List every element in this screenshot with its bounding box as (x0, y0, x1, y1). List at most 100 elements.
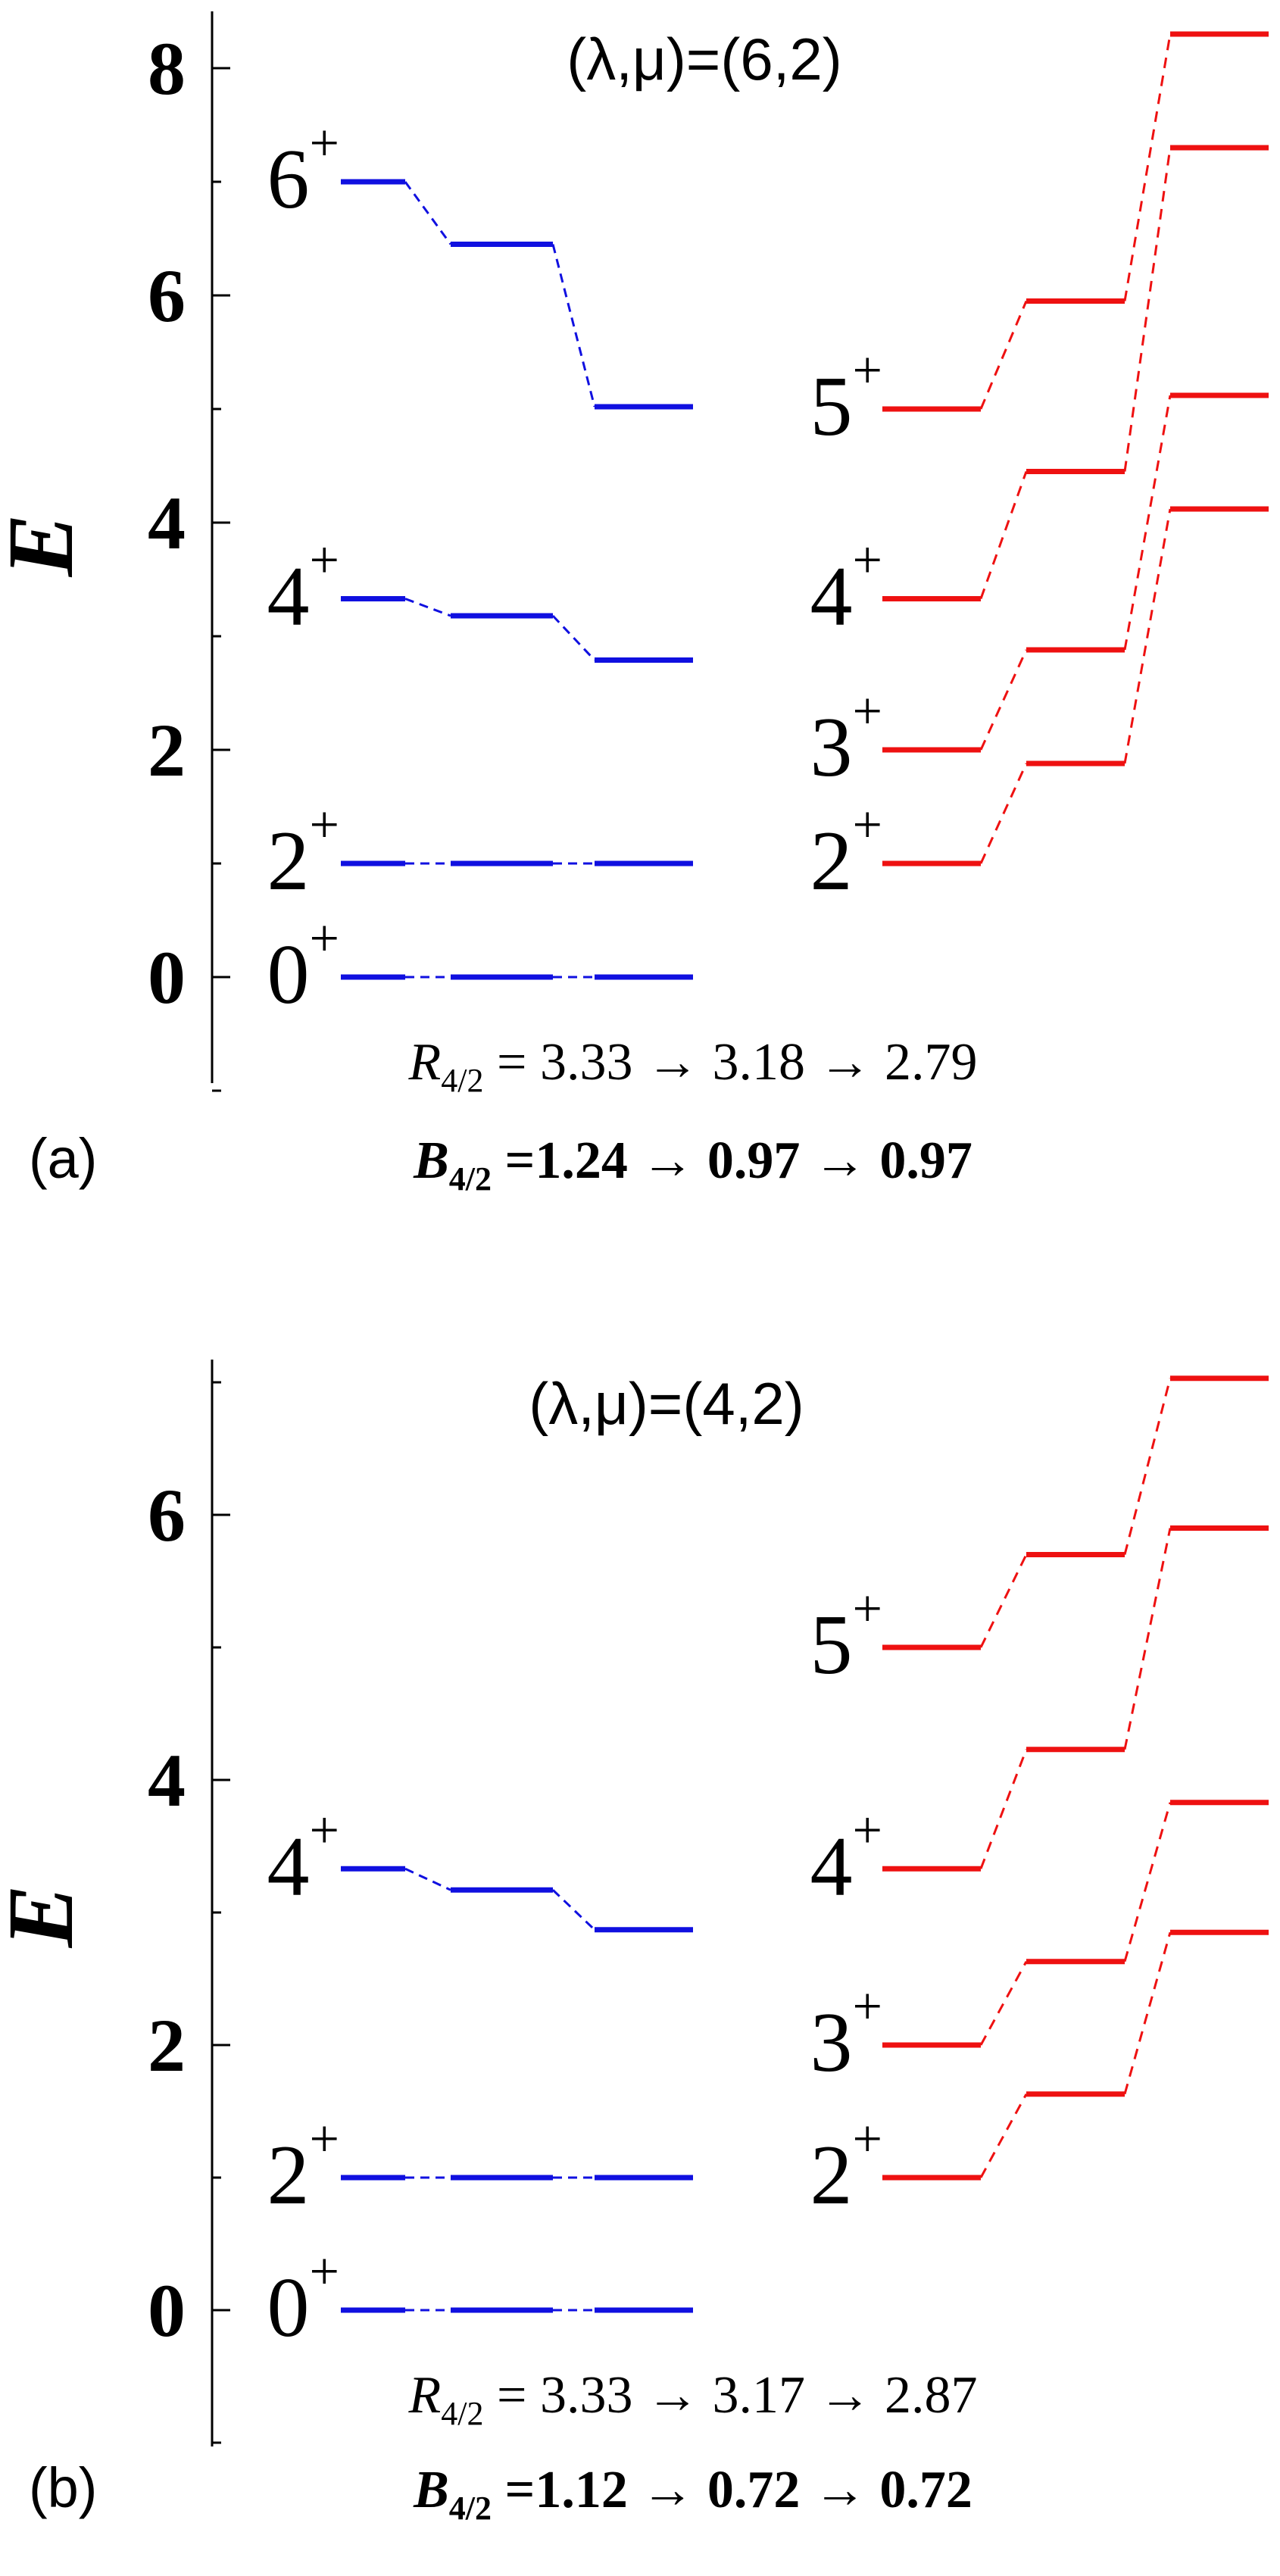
spin-value: 2 (267, 814, 310, 908)
gamma-band-connector (979, 2094, 1028, 2178)
r42-values: = 3.33 → 3.17 → 2.87 (484, 2366, 978, 2425)
parity-sign: + (853, 342, 882, 400)
ground-band-connector (404, 181, 452, 245)
y-tick-label: 8 (148, 27, 186, 111)
ground-band-spin-label: 4+ (267, 532, 339, 644)
ground-band-connector (551, 1889, 596, 1931)
parity-sign: + (310, 532, 339, 590)
parity-sign: + (853, 2110, 882, 2169)
r42-subscript: 4/2 (441, 1062, 483, 1099)
ground-band-spin-label: 0+ (267, 2243, 339, 2355)
y-tick-label: 6 (148, 254, 186, 338)
spin-value: 3 (810, 701, 853, 795)
spin-value: 5 (810, 360, 853, 454)
gamma-band-connector (1123, 1931, 1172, 2095)
y-tick-label: 2 (148, 708, 186, 792)
gamma-band-spin-label: 4+ (810, 532, 882, 644)
gamma-band-connector (1123, 1378, 1172, 1555)
spin-value: 0 (267, 2261, 310, 2355)
r42-annotation: R4/2 = 3.33 → 3.18 → 2.79 (408, 1033, 978, 1099)
parity-sign: + (853, 532, 882, 590)
y-tick-label: 2 (148, 2003, 186, 2087)
gamma-band-connector (1123, 395, 1172, 651)
ground-band-spin-label: 4+ (267, 1801, 339, 1913)
parity-sign: + (310, 2243, 339, 2301)
y-tick-label: 0 (148, 935, 186, 1019)
r42-subscript: 4/2 (441, 2395, 483, 2432)
gamma-band-connector (1123, 508, 1172, 764)
ground-band-connector (551, 614, 596, 661)
parity-sign: + (310, 796, 339, 854)
gamma-band-spin-label: 4+ (810, 1801, 882, 1913)
spin-value: 6 (267, 133, 310, 226)
b42-subscript: 4/2 (449, 2490, 492, 2527)
gamma-band-connector (979, 470, 1028, 600)
spin-value: 2 (810, 814, 853, 908)
b42-symbol: B (413, 2461, 449, 2519)
spin-value: 3 (810, 1996, 853, 2090)
ground-band-spin-label: 6+ (267, 114, 339, 226)
ground-band-spin-label: 2+ (267, 796, 339, 908)
r42-annotation: R4/2 = 3.33 → 3.17 → 2.87 (408, 2366, 978, 2432)
parity-sign: + (853, 1580, 882, 1638)
panel-label: (b) (29, 2456, 97, 2519)
parity-sign: + (310, 1801, 339, 1859)
spin-value: 4 (810, 550, 853, 644)
parity-sign: + (310, 114, 339, 173)
parity-sign: + (310, 2110, 339, 2169)
r42-symbol: R (408, 1033, 442, 1091)
gamma-band-spin-label: 2+ (810, 2110, 882, 2222)
spin-value: 2 (267, 2128, 310, 2222)
parity-sign: + (310, 910, 339, 968)
parity-sign: + (853, 682, 882, 741)
b42-symbol: B (413, 1132, 449, 1190)
gamma-band-spin-label: 2+ (810, 796, 882, 908)
ground-band-spin-label: 0+ (267, 910, 339, 1022)
panel-label: (a) (29, 1127, 97, 1190)
y-axis-label: E (0, 514, 92, 578)
ground-band-connector (404, 598, 451, 617)
ground-band-spin-label: 2+ (267, 2110, 339, 2222)
gamma-band-connector (979, 763, 1028, 864)
y-tick-label: 6 (148, 1473, 186, 1557)
b42-values: =1.12 → 0.72 → 0.72 (492, 2461, 972, 2519)
gamma-band-connector (979, 1749, 1028, 1869)
r42-symbol: R (408, 2366, 442, 2425)
gamma-band-connector (979, 300, 1028, 410)
gamma-band-connector (1123, 1528, 1172, 1750)
gamma-band-spin-label: 3+ (810, 1978, 882, 2090)
chart-title: (λ,μ)=(4,2) (529, 1370, 804, 1437)
gamma-band-connector (979, 649, 1028, 751)
y-tick-label: 0 (148, 2268, 186, 2353)
y-tick-label: 4 (148, 481, 186, 565)
gamma-band-connector (1123, 33, 1172, 301)
spin-value: 2 (810, 2128, 853, 2222)
spin-value: 4 (267, 1819, 310, 1913)
r42-values: = 3.33 → 3.18 → 2.79 (484, 1033, 978, 1091)
y-axis-label: E (0, 1885, 92, 1949)
gamma-band-connector (979, 1961, 1028, 2046)
chart-title: (λ,μ)=(6,2) (567, 26, 842, 92)
b42-subscript: 4/2 (449, 1160, 492, 1197)
parity-sign: + (853, 1978, 882, 2036)
panel-b: 0246E(λ,μ)=(4,2)(b)0+2+4+2+3+4+5+R4/2 = … (0, 1360, 1269, 2527)
b42-annotation: B4/2 =1.24 → 0.97 → 0.97 (413, 1132, 972, 1197)
ground-band-connector (404, 1867, 451, 1891)
y-tick-label: 4 (148, 1738, 186, 1822)
gamma-band-spin-label: 3+ (810, 682, 882, 795)
gamma-band-spin-label: 5+ (810, 1580, 882, 1692)
parity-sign: + (853, 1801, 882, 1859)
gamma-band-spin-label: 5+ (810, 342, 882, 454)
gamma-band-connector (1123, 147, 1172, 472)
ground-band-connector (551, 244, 596, 407)
gamma-band-connector (1123, 1802, 1172, 1962)
gamma-band-connector (979, 1553, 1028, 1648)
spin-value: 0 (267, 928, 310, 1022)
b42-values: =1.24 → 0.97 → 0.97 (492, 1132, 972, 1190)
panel-a: 02468E(λ,μ)=(6,2)(a)0+2+4+6+2+3+4+5+R4/2… (0, 11, 1269, 1197)
b42-annotation: B4/2 =1.12 → 0.72 → 0.72 (413, 2461, 972, 2527)
spin-value: 4 (810, 1819, 853, 1913)
spin-value: 5 (810, 1598, 853, 1692)
spin-value: 4 (267, 550, 310, 644)
